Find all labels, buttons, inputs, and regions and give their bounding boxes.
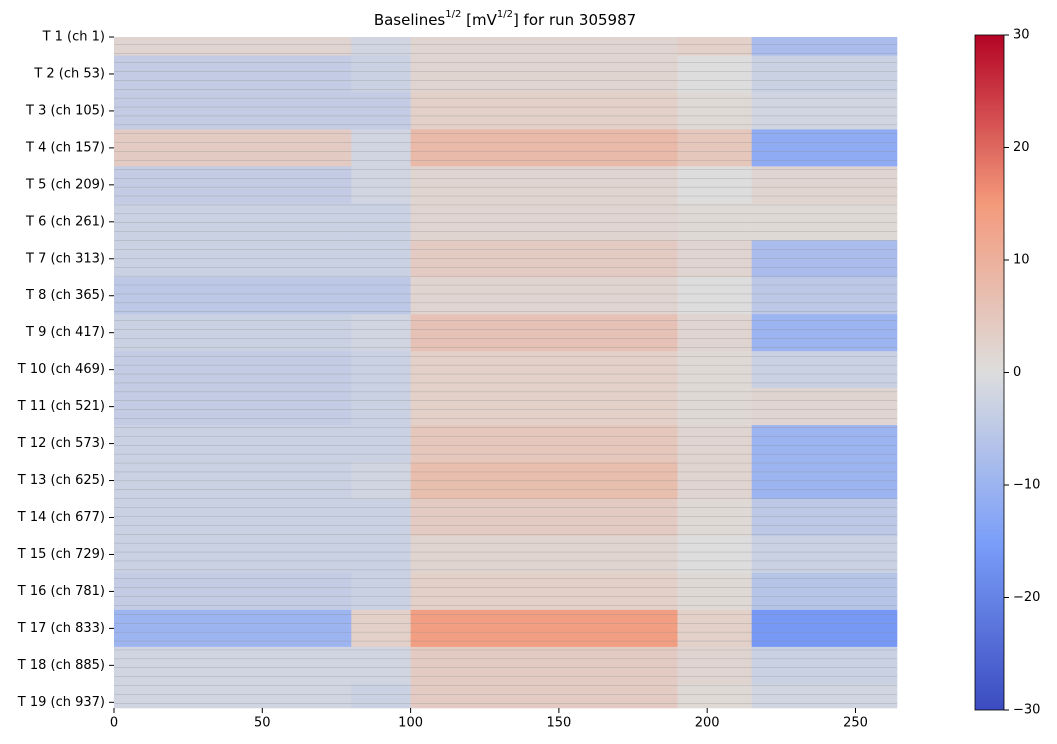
y-tick-label: T 14 (ch 677) — [17, 510, 105, 525]
y-tick-label: T 16 (ch 781) — [17, 584, 105, 599]
y-tick-label: T 17 (ch 833) — [17, 621, 105, 636]
x-tick-label: 150 — [546, 716, 571, 731]
colorbar-tick-label: 20 — [1013, 140, 1030, 155]
y-tick-label: T 10 (ch 469) — [17, 362, 105, 377]
row-lines — [114, 37, 897, 708]
y-tick-label: T 3 (ch 105) — [25, 103, 105, 118]
colorbar-tick-label: −10 — [1013, 478, 1040, 493]
colorbar-tick-label: −30 — [1013, 703, 1040, 718]
x-tick-label: 250 — [843, 716, 868, 731]
y-tick-label: T 11 (ch 521) — [17, 399, 105, 414]
y-tick-label: T 13 (ch 625) — [17, 473, 105, 488]
colorbar-frame — [974, 34, 1005, 711]
y-tick-label: T 8 (ch 365) — [25, 288, 105, 303]
chart-title: Baselines1/2 [mV1/2] for run 305987 — [374, 9, 636, 29]
y-tick-label: T 2 (ch 53) — [33, 66, 105, 81]
colorbar-tick-label: 30 — [1013, 28, 1030, 43]
y-tick-label: T 18 (ch 885) — [17, 658, 105, 673]
colorbar-tick-label: 10 — [1013, 253, 1030, 268]
x-tick-label: 100 — [398, 716, 423, 731]
x-tick-label: 200 — [695, 716, 720, 731]
y-tick-label: T 1 (ch 1) — [42, 30, 105, 45]
y-tick-label: T 15 (ch 729) — [17, 547, 105, 562]
y-tick-label: T 4 (ch 157) — [25, 140, 105, 155]
axes: 0 50 100 150 200 250 T 1 (ch 1) T 2 (ch 53) T 3 … — [17, 30, 868, 731]
y-tick-label: T 19 (ch 937) — [17, 695, 105, 710]
x-tick-label: 0 — [110, 716, 118, 731]
y-tick-label: T 5 (ch 209) — [25, 177, 105, 192]
x-tick-label: 50 — [254, 716, 271, 731]
y-tick-label: T 6 (ch 261) — [25, 214, 105, 229]
y-tick-label: T 7 (ch 313) — [25, 251, 105, 266]
colorbar-tick-label: 0 — [1013, 365, 1021, 380]
y-tick-label: T 9 (ch 417) — [25, 325, 105, 340]
colorbar-tick-label: −20 — [1013, 590, 1040, 605]
y-tick-label: T 12 (ch 573) — [17, 436, 105, 451]
colorbar — [975, 35, 1004, 710]
